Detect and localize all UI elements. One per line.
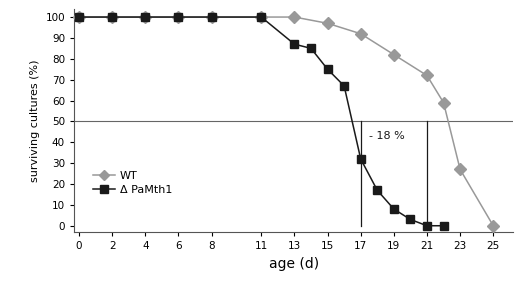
Text: - 18 %: - 18 % <box>369 131 405 141</box>
X-axis label: age (d): age (d) <box>269 257 318 271</box>
Legend: WT, Δ PaMth1: WT, Δ PaMth1 <box>88 166 176 200</box>
Y-axis label: surviving cultures (%): surviving cultures (%) <box>30 59 40 182</box>
